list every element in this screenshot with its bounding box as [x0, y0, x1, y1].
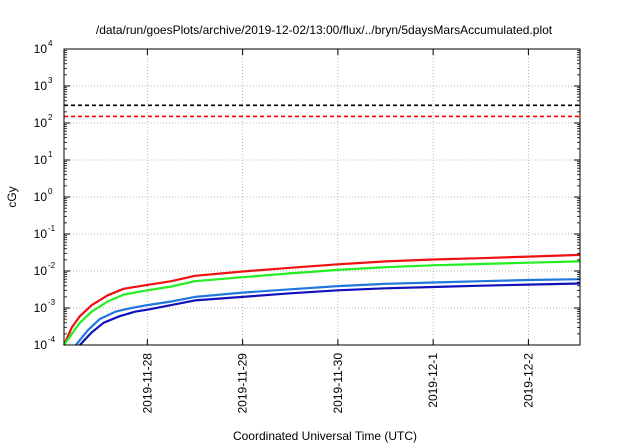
- y-tick-label: 10: [34, 190, 48, 204]
- y-axis-label: cGy: [5, 186, 19, 207]
- x-axis-label: Coordinated Universal Time (UTC): [233, 429, 417, 443]
- y-tick-exponent: -2: [48, 261, 56, 270]
- y-tick-exponent: -1: [48, 224, 56, 233]
- y-tick-exponent: 2: [48, 113, 53, 122]
- reference-lines: [64, 104, 580, 118]
- series-line: [63, 260, 581, 346]
- grid: [64, 49, 580, 345]
- y-tick-base: 10: [34, 153, 48, 167]
- x-axis: 2019-11-28 2019-11-29 2019-11-30 2019-12-1 2…: [140, 49, 535, 414]
- y-tick-label: 10: [34, 264, 48, 278]
- y-tick-exponent: -3: [48, 298, 56, 307]
- y-tick-label: 10: [34, 116, 48, 130]
- y-tick-exponent: 4: [48, 39, 53, 48]
- y-tick-label: 10: [34, 42, 48, 56]
- chart-title: /data/run/goesPlots/archive/2019-12-02/1…: [96, 23, 553, 37]
- x-tick-label: 2019-11-30: [331, 353, 345, 414]
- y-tick-base: 10: [34, 301, 48, 315]
- y-tick-label: 10: [34, 301, 48, 315]
- x-tick-label: 2019-11-28: [140, 353, 154, 414]
- x-tick-label: 2019-12-2: [521, 353, 535, 408]
- y-tick-base: 10: [34, 264, 48, 278]
- series-line: [79, 282, 581, 346]
- y-tick-label: 10: [34, 227, 48, 241]
- y-tick-base: 10: [34, 227, 48, 241]
- y-tick-exponent: 0: [48, 187, 53, 196]
- series-layer: [62, 253, 581, 346]
- x-tick-label: 2019-11-29: [236, 353, 250, 414]
- y-tick-label: 10: [34, 79, 48, 93]
- y-tick-base: 10: [34, 190, 48, 204]
- x-tick-label: 2019-12-1: [426, 353, 440, 408]
- y-tick-label: 10: [34, 153, 48, 167]
- y-tick-exponent: 1: [48, 150, 53, 159]
- y-tick-base: 10: [34, 42, 48, 56]
- y-tick-label: 10: [34, 338, 48, 352]
- y-tick-exponent: -4: [48, 335, 56, 344]
- y-tick-exponent: 3: [48, 76, 53, 85]
- series-line: [75, 278, 581, 346]
- series-line: [62, 253, 581, 346]
- y-tick-base: 10: [34, 338, 48, 352]
- y-tick-base: 10: [34, 79, 48, 93]
- y-tick-base: 10: [34, 116, 48, 130]
